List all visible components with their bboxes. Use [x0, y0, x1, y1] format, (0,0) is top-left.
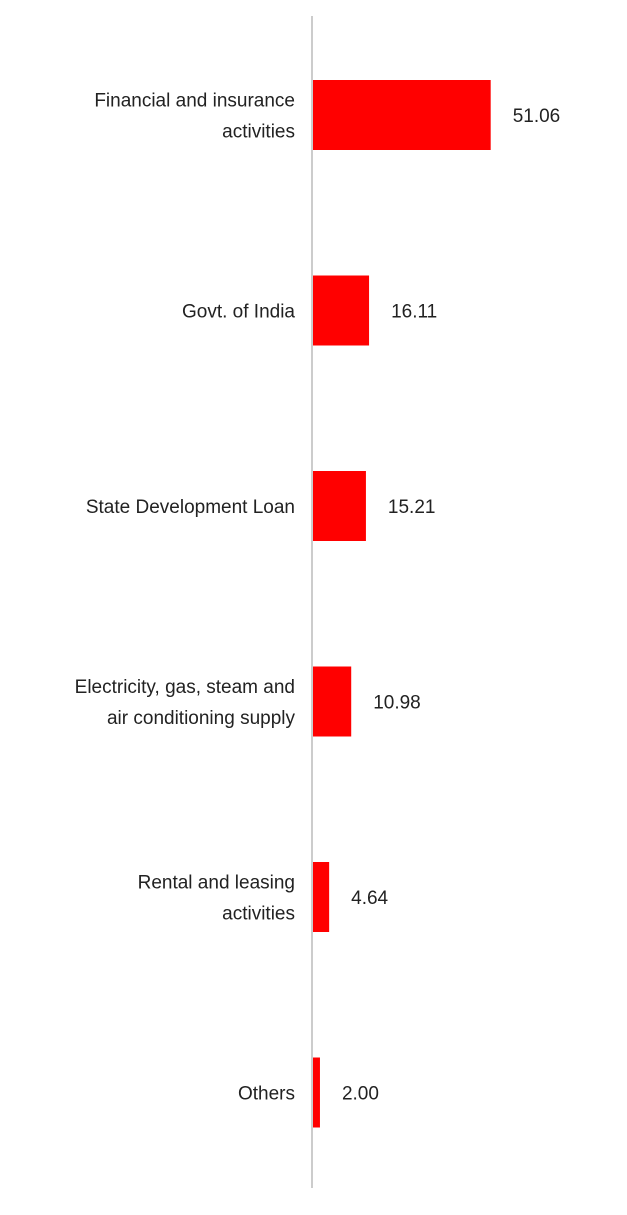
category-label: Others	[238, 1084, 295, 1105]
category-label: air conditioning supply	[107, 708, 296, 729]
category-label: Rental and leasing	[138, 873, 295, 894]
category-label: Financial and insurance	[94, 91, 295, 112]
bar	[313, 1057, 320, 1128]
bar-value-label: 2.00	[342, 1084, 379, 1105]
category-label: Electricity, gas, steam and	[75, 677, 295, 698]
bar-value-label: 4.64	[351, 888, 388, 909]
category-labels-group: Financial and insurance activities Govt. o…	[75, 91, 296, 1105]
category-label: Govt. of India	[182, 302, 295, 323]
bar-value-label: 16.11	[391, 302, 437, 323]
bar-value-label: 51.06	[513, 106, 561, 127]
value-labels-group: 51.06 16.11 15.21 10.98 4.64 2.00	[342, 106, 560, 1105]
bar	[313, 471, 366, 541]
bar-value-label: 15.21	[388, 497, 436, 518]
bar	[313, 80, 491, 150]
bars-group	[313, 80, 491, 1128]
bar	[313, 275, 370, 346]
category-label: State Development Loan	[86, 497, 295, 518]
category-label: activities	[222, 904, 295, 925]
bar-value-label: 10.98	[373, 693, 421, 714]
bar	[313, 862, 330, 932]
bar	[313, 666, 352, 737]
category-label: activities	[222, 122, 295, 143]
